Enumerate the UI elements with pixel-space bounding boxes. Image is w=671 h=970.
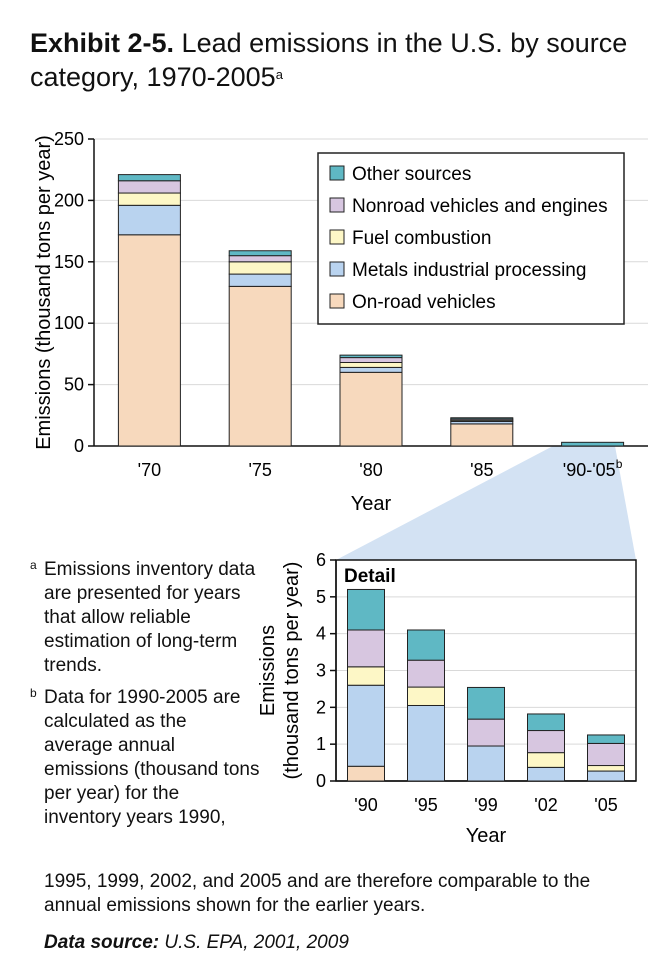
x-tick-label: '99 bbox=[474, 795, 497, 815]
x-tick-label: '02 bbox=[534, 795, 557, 815]
legend: Other sources Nonroad vehicles and engine… bbox=[317, 152, 625, 325]
bar-segment-other bbox=[347, 588, 385, 631]
footnote-a-marker: a bbox=[275, 67, 283, 82]
x-tick-label: '90-'05b bbox=[563, 457, 623, 480]
bar-segment-fuel bbox=[228, 261, 292, 275]
y-tick-label: 3 bbox=[316, 661, 326, 681]
y-tick-label: 5 bbox=[316, 587, 326, 607]
bar-segment-nonroad bbox=[407, 659, 445, 688]
x-tick-label: '75 bbox=[248, 460, 271, 480]
bar-segment-other bbox=[527, 713, 565, 732]
legend-swatch-metals bbox=[329, 261, 345, 277]
bar-segment-nonroad bbox=[117, 180, 181, 194]
footnotes: a Emissions inventory data are presented… bbox=[30, 558, 260, 838]
legend-swatch-fuel bbox=[329, 229, 345, 245]
y-tick-label: 0 bbox=[74, 436, 84, 456]
legend-swatch-on-road bbox=[329, 293, 345, 309]
bar-segment-on-road bbox=[450, 423, 514, 447]
legend-label: Other sources bbox=[352, 164, 471, 185]
footnote-a-mark: a bbox=[30, 558, 37, 572]
bar-segment-nonroad bbox=[467, 718, 505, 747]
legend-label: On-road vehicles bbox=[352, 292, 496, 313]
legend-swatch-nonroad bbox=[329, 197, 345, 213]
y-tick-label: 250 bbox=[54, 129, 84, 149]
y-tick-label: 4 bbox=[316, 624, 326, 644]
exhibit-number: Exhibit 2-5. bbox=[30, 28, 175, 58]
bar-segment-on-road bbox=[339, 371, 403, 447]
x-tick-label: '80 bbox=[359, 460, 382, 480]
bar-segment-metals bbox=[228, 273, 292, 287]
bar-segment-metals bbox=[467, 745, 505, 782]
bar-segment-other bbox=[339, 354, 403, 359]
y-tick-label: 1 bbox=[316, 734, 326, 754]
data-source-text: U.S. EPA, 2001, 2009 bbox=[164, 932, 349, 953]
bar-segment-fuel bbox=[117, 192, 181, 206]
x-tick-label: '90 bbox=[354, 795, 377, 815]
y-tick-label: 6 bbox=[316, 550, 326, 570]
bar-segment-other bbox=[117, 174, 181, 182]
y-axis-label: (thousand tons per year) bbox=[281, 562, 303, 780]
bar-segment-other bbox=[228, 250, 292, 257]
y-tick-label: 100 bbox=[54, 313, 84, 333]
y-tick-label: 50 bbox=[64, 375, 84, 395]
detail-zoom-wedge bbox=[336, 446, 636, 560]
bar-segment-fuel bbox=[339, 361, 403, 368]
y-tick-label: 150 bbox=[54, 252, 84, 272]
detail-stacked-bar-chart: 0 1 2 3 4 5 6 '90 '95 '99 '02 '05 Year Emissions (thou… bbox=[257, 550, 637, 847]
bar-segment-fuel bbox=[587, 765, 625, 772]
legend-label: Fuel combustion bbox=[352, 228, 491, 249]
detail-panel-label: Detail bbox=[344, 566, 396, 587]
x-axis-label: Year bbox=[351, 493, 392, 515]
bar-segment-other bbox=[561, 441, 625, 447]
x-tick-label: '70 bbox=[138, 460, 161, 480]
bar-segment-other bbox=[467, 686, 505, 720]
bar-segment-nonroad bbox=[347, 629, 385, 668]
x-tick-label-sup: b bbox=[616, 457, 623, 471]
bar-segment-nonroad bbox=[587, 742, 625, 767]
y-tick-label: 0 bbox=[316, 771, 326, 791]
bar-segment-other bbox=[407, 629, 445, 661]
bar-segment-other bbox=[450, 417, 514, 420]
bar-segment-metals bbox=[117, 204, 181, 236]
footnote-b: b Data for 1990-2005 are calculated as t… bbox=[30, 686, 260, 830]
bar-segment-on-road bbox=[228, 285, 292, 447]
bar-segment-metals bbox=[339, 366, 403, 373]
x-tick-label: '05 bbox=[594, 795, 617, 815]
footnote-b-text: Data for 1990-2005 are calculated as the… bbox=[44, 687, 260, 828]
y-tick-label: 2 bbox=[316, 697, 326, 717]
footnote-a-text: Emissions inventory data are presented f… bbox=[44, 559, 256, 676]
legend-swatch-other bbox=[329, 165, 345, 181]
footnote-b-continued: 1995, 1999, 2002, and 2005 and are there… bbox=[44, 871, 591, 916]
bar-segment-on-road bbox=[117, 234, 181, 447]
bar-segment-fuel bbox=[527, 752, 565, 768]
bar-segment-fuel bbox=[347, 666, 385, 686]
bar-segment-nonroad bbox=[339, 357, 403, 363]
bar-segment-metals bbox=[347, 684, 385, 767]
exhibit-title-text: Lead emissions in the U.S. by source cat… bbox=[30, 28, 628, 92]
x-tick-label: '85 bbox=[470, 460, 493, 480]
bar-segment-nonroad bbox=[527, 730, 565, 754]
x-tick-label: '95 bbox=[414, 795, 437, 815]
legend-label: Metals industrial processing bbox=[352, 260, 586, 281]
bar-segment-metals bbox=[407, 704, 445, 782]
bar-segment-nonroad bbox=[228, 255, 292, 263]
bar-segment-fuel bbox=[407, 686, 445, 706]
footnote-a: a Emissions inventory data are presented… bbox=[30, 558, 260, 678]
legend-label: Nonroad vehicles and engines bbox=[352, 196, 608, 217]
bar-segment-metals bbox=[587, 770, 625, 782]
legend-box bbox=[317, 152, 625, 325]
bar-segment-on-road bbox=[347, 765, 385, 782]
exhibit-title: Exhibit 2-5. Lead emissions in the U.S. … bbox=[30, 26, 650, 94]
y-axis-label: Emissions bbox=[257, 625, 279, 716]
y-axis-label: Emissions (thousand tons per year) bbox=[33, 135, 55, 450]
bar-segment-metals bbox=[527, 766, 565, 782]
data-source-label: Data source: bbox=[44, 932, 160, 953]
y-tick-label: 200 bbox=[54, 190, 84, 210]
data-source: Data source: U.S. EPA, 2001, 2009 bbox=[44, 932, 349, 954]
bar-segment-other bbox=[587, 734, 625, 744]
x-axis-label: Year bbox=[466, 825, 507, 847]
footnote-b-mark: b bbox=[30, 686, 37, 700]
main-stacked-bar-chart: 0 50 100 150 200 250 '70 '75 '80 '85 '90-'05b Year E… bbox=[33, 129, 648, 515]
